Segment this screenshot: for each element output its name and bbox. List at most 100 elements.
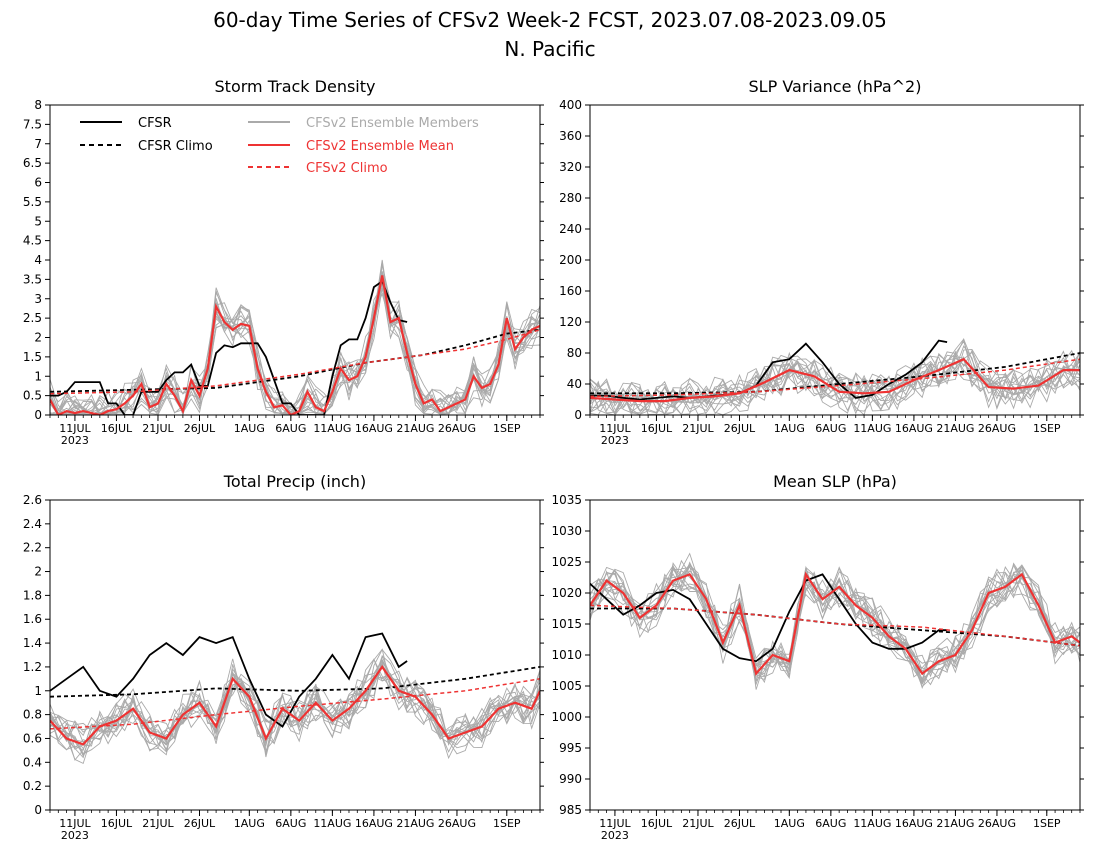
ensemble-mean-line bbox=[50, 275, 540, 415]
cfsr-climo-line bbox=[590, 352, 1080, 395]
x-tick-label: 1AUG bbox=[234, 817, 265, 830]
legend-item-cfsv2-climo: CFSv2 Climo bbox=[248, 161, 388, 176]
y-tick-label: 0.8 bbox=[23, 708, 42, 722]
y-tick-label: 40 bbox=[567, 377, 582, 391]
cfsr-line bbox=[50, 632, 408, 728]
x-tick-label: 16AUG bbox=[355, 422, 393, 435]
x-tick-label: 21JUL bbox=[682, 817, 714, 830]
cfsr-line bbox=[590, 339, 948, 401]
y-tick-label: 0 bbox=[34, 803, 42, 817]
y-tick-label: 2.4 bbox=[23, 517, 42, 531]
ensemble-members bbox=[590, 552, 1080, 690]
y-tick-label: 0 bbox=[34, 408, 42, 422]
x-tick-label: 21AUG bbox=[936, 422, 974, 435]
y-tick-label: 240 bbox=[559, 222, 582, 236]
ensemble-mean-line bbox=[50, 664, 540, 746]
legend-item-mean: CFSv2 Ensemble Mean bbox=[248, 139, 454, 154]
x-tick-label: 11AUG bbox=[313, 422, 351, 435]
x-tick-label: 16JUL bbox=[101, 422, 133, 435]
plot-area bbox=[50, 259, 540, 415]
y-tick-label: 1.6 bbox=[23, 612, 42, 626]
y-tick-label: 7.5 bbox=[23, 117, 42, 131]
y-tick-label: 320 bbox=[559, 160, 582, 174]
x-tick-label: 11AUG bbox=[853, 817, 891, 830]
y-tick-label: 2.5 bbox=[23, 311, 42, 325]
legend-label: CFSR Climo bbox=[138, 139, 213, 154]
x-tick-label: 1AUG bbox=[234, 422, 265, 435]
y-tick-label: 1.2 bbox=[23, 660, 42, 674]
x-tick-label: 21JUL bbox=[682, 422, 714, 435]
plot-frame bbox=[589, 104, 1081, 416]
y-tick-label: 1.8 bbox=[23, 588, 42, 602]
plot-frame bbox=[49, 104, 541, 416]
ensemble-member-line bbox=[590, 552, 1080, 678]
x-tick-label: 16AUG bbox=[895, 422, 933, 435]
y-tick-label: 280 bbox=[559, 191, 582, 205]
legend-label: CFSv2 Climo bbox=[306, 161, 388, 176]
y-tick-label: 0.6 bbox=[23, 731, 42, 745]
x-tick-label: 6AUG bbox=[815, 422, 846, 435]
x-year-label: 2023 bbox=[61, 434, 89, 447]
x-tick-label: 21JUL bbox=[142, 817, 174, 830]
cfsv2-climo-line bbox=[50, 329, 540, 395]
x-tick-label: 26JUL bbox=[724, 817, 756, 830]
cfsr-climo-line bbox=[590, 607, 1080, 647]
ensemble-member-line bbox=[590, 351, 1080, 414]
legend-label: CFSR bbox=[138, 116, 172, 131]
x-tick-label: 16AUG bbox=[895, 817, 933, 830]
y-tick-label: 1 bbox=[34, 684, 42, 698]
ensemble-member-line bbox=[50, 658, 540, 756]
y-tick-label: 400 bbox=[559, 98, 582, 112]
x-year-label: 2023 bbox=[601, 829, 629, 842]
y-tick-label: 1 bbox=[34, 369, 42, 383]
y-tick-label: 6.5 bbox=[23, 156, 42, 170]
panel-title: SLP Variance (hPa^2) bbox=[749, 77, 922, 96]
x-tick-label: 11JUL bbox=[599, 422, 631, 435]
figure-subtitle: N. Pacific bbox=[504, 37, 595, 61]
ensemble-member-line bbox=[50, 648, 540, 751]
y-tick-label: 2 bbox=[34, 331, 42, 345]
chart-panel: Mean SLP (hPa) 985 990 995 1000 1005 1010 1015 1… bbox=[551, 472, 1084, 842]
y-tick-label: 0.2 bbox=[23, 779, 42, 793]
y-tick-label: 6 bbox=[34, 176, 42, 190]
y-tick-label: 1.5 bbox=[23, 350, 42, 364]
panel-title: Total Precip (inch) bbox=[223, 472, 366, 491]
y-tick-label: 1005 bbox=[551, 679, 582, 693]
plot-area bbox=[590, 552, 1080, 690]
ensemble-member-line bbox=[590, 569, 1080, 678]
legend-item-cfsr: CFSR bbox=[80, 116, 172, 131]
x-tick-label: 21AUG bbox=[396, 817, 434, 830]
y-tick-label: 1035 bbox=[551, 493, 582, 507]
x-tick-label: 11JUL bbox=[599, 817, 631, 830]
y-tick-label: 360 bbox=[559, 129, 582, 143]
x-tick-label: 1SEP bbox=[493, 817, 521, 830]
y-tick-label: 5 bbox=[34, 214, 42, 228]
chart-panel: Total Precip (inch) 0 0.2 0.4 0.6 0.8 1 1.2 1.4 1… bbox=[23, 472, 544, 842]
y-tick-label: 4 bbox=[34, 253, 42, 267]
ensemble-mean-line bbox=[590, 357, 1080, 403]
panels-group: Storm Track Density 0 0.5 1 1.5 2 2.5 3 3.5 4 4.5 5… bbox=[23, 77, 1084, 842]
legend-label: CFSv2 Ensemble Members bbox=[306, 116, 479, 131]
legend-label: CFSv2 Ensemble Mean bbox=[306, 139, 454, 154]
y-tick-label: 995 bbox=[559, 741, 582, 755]
plot-frame bbox=[589, 499, 1081, 811]
ensemble-member-line bbox=[50, 284, 540, 415]
plot-frame bbox=[49, 499, 541, 811]
x-tick-label: 26AUG bbox=[978, 422, 1016, 435]
x-tick-label: 11AUG bbox=[313, 817, 351, 830]
panel-title: Mean SLP (hPa) bbox=[773, 472, 897, 491]
x-year-label: 2023 bbox=[601, 434, 629, 447]
y-tick-label: 200 bbox=[559, 253, 582, 267]
chart-panel: SLP Variance (hPa^2) 0 40 80 120 160 200 240 280… bbox=[559, 77, 1084, 447]
ensemble-member-line bbox=[590, 338, 1080, 415]
chart-panel: Storm Track Density 0 0.5 1 1.5 2 2.5 3 3.5 4 4.5 5… bbox=[23, 77, 544, 447]
y-tick-label: 1015 bbox=[551, 617, 582, 631]
y-tick-label: 1.4 bbox=[23, 636, 42, 650]
x-tick-label: 26JUL bbox=[184, 422, 216, 435]
ensemble-member-line bbox=[590, 349, 1080, 415]
x-tick-label: 1SEP bbox=[493, 422, 521, 435]
ensemble-member-line bbox=[590, 562, 1080, 668]
x-tick-label: 16JUL bbox=[101, 817, 133, 830]
y-tick-label: 1020 bbox=[551, 586, 582, 600]
